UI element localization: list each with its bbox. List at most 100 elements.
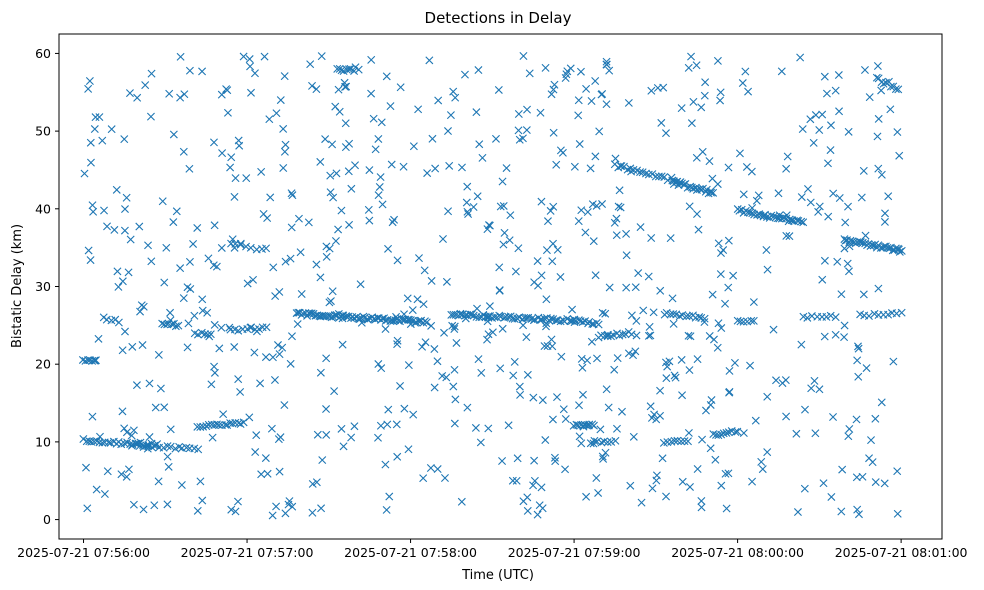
clutter-point <box>120 135 129 144</box>
track-10km-late-point <box>684 437 692 446</box>
clutter-point <box>124 268 133 277</box>
clutter-point <box>495 286 504 295</box>
clutter-point <box>548 415 557 424</box>
track-26.5km-late-point <box>700 314 709 323</box>
clutter-point <box>227 505 236 514</box>
clutter-point <box>574 96 583 105</box>
clutter-point <box>382 505 391 514</box>
clutter-point <box>598 200 607 209</box>
x-axis-label: Time (UTC) <box>461 568 534 583</box>
clutter-point <box>553 393 561 402</box>
clutter-point <box>706 400 715 409</box>
clutter-point <box>193 223 202 232</box>
clutter-point <box>235 141 244 150</box>
clutter-point <box>230 343 239 352</box>
track-25.5km-end-point <box>739 317 748 326</box>
clutter-point <box>538 396 547 405</box>
clutter-point <box>83 504 92 513</box>
clutter-point <box>231 507 240 516</box>
clutter-point <box>575 432 584 441</box>
clutter-point <box>139 505 148 514</box>
clutter-point <box>317 504 326 513</box>
clutter-point <box>512 476 521 485</box>
clutter-point <box>811 111 820 120</box>
clutter-point <box>442 277 451 286</box>
clutter-point <box>835 107 844 116</box>
clutter-point <box>854 372 863 381</box>
clutter-point <box>392 420 401 429</box>
clutter-point <box>658 454 667 463</box>
clutter-point <box>316 368 325 377</box>
clutter-point <box>843 259 852 268</box>
clutter-point <box>542 246 551 255</box>
clutter-point <box>198 306 207 315</box>
clutter-point <box>834 71 843 80</box>
clutter-point <box>218 149 227 158</box>
clutter-point <box>514 110 523 118</box>
track-24km-early-point <box>193 330 202 339</box>
clutter-point <box>121 205 129 214</box>
clutter-point <box>122 472 131 481</box>
clutter-point <box>514 244 523 253</box>
track-58km-point <box>333 64 342 73</box>
clutter-point <box>624 349 633 358</box>
clutter-point <box>176 93 185 102</box>
clutter-point <box>778 379 787 388</box>
clutter-point <box>725 388 734 397</box>
clutter-point <box>281 140 290 149</box>
clutter-point <box>519 497 528 506</box>
clutter-point <box>122 193 131 202</box>
track-26km-long-point <box>422 318 431 327</box>
track-26km-end-point <box>831 313 840 322</box>
clutter-point <box>393 256 402 265</box>
clutter-point <box>549 128 558 137</box>
clutter-point <box>408 306 417 315</box>
clutter-point <box>677 355 686 364</box>
track-26km-long-point <box>354 314 363 323</box>
clutter-point <box>203 308 212 317</box>
clutter-point <box>393 452 402 461</box>
clutter-point <box>228 235 237 244</box>
clutter-point <box>724 469 733 478</box>
clutter-point <box>226 163 235 172</box>
clutter-point <box>483 335 492 344</box>
clutter-point <box>245 55 254 64</box>
clutter-point <box>837 507 846 516</box>
clutter-point <box>179 147 188 156</box>
clutter-point <box>774 189 783 198</box>
clutter-point <box>662 374 671 383</box>
clutter-point <box>645 322 654 331</box>
clutter-point <box>646 402 655 411</box>
clutter-point <box>217 90 226 99</box>
clutter-point <box>90 125 99 134</box>
clutter-point <box>713 56 722 65</box>
track-25.5km-end-point <box>747 316 756 325</box>
clutter-point <box>678 477 687 486</box>
clutter-point <box>835 193 844 202</box>
clutter-point <box>592 474 601 482</box>
clutter-point <box>326 297 335 306</box>
clutter-point <box>601 448 610 457</box>
clutter-point <box>243 279 252 288</box>
clutter-point <box>818 275 827 284</box>
track-10km-mid-point <box>597 438 606 447</box>
clutter-point <box>506 211 515 220</box>
track-45km-slope-point <box>651 172 660 181</box>
clutter-point <box>529 481 538 490</box>
clutter-point <box>852 473 861 482</box>
track-12km-point <box>228 419 237 428</box>
clutter-point <box>312 85 321 94</box>
clutter-point <box>844 267 853 276</box>
clutter-point <box>80 169 89 178</box>
track-45km-slope-point <box>636 168 645 177</box>
clutter-point <box>593 354 601 363</box>
track-25km-early-point <box>174 321 183 330</box>
clutter-point <box>129 500 138 509</box>
clutter-point <box>279 164 288 172</box>
clutter-point <box>316 273 325 282</box>
clutter-point <box>275 350 284 359</box>
y-tick-label: 40 <box>35 201 51 216</box>
clutter-point <box>160 403 169 412</box>
clutter-point <box>409 410 418 419</box>
clutter-point <box>577 206 586 215</box>
